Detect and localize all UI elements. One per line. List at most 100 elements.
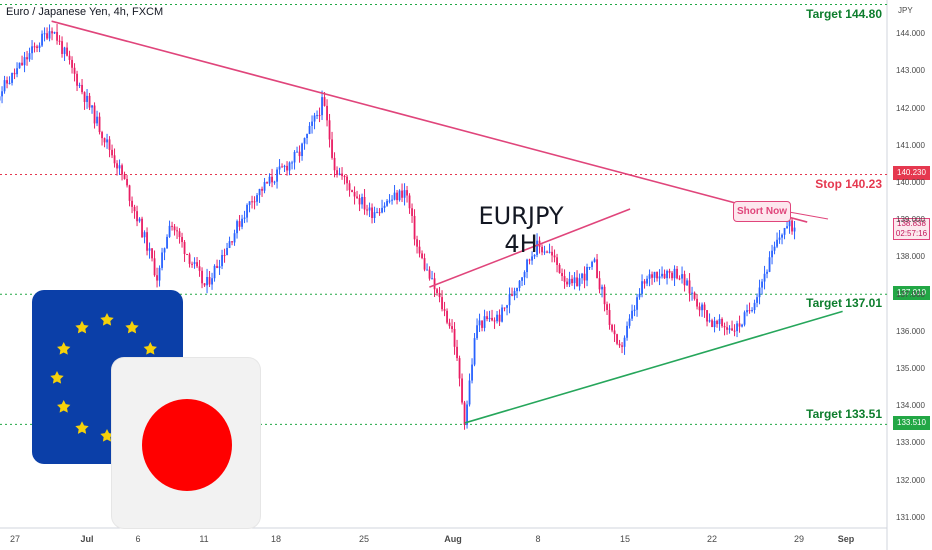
candle-body	[458, 358, 461, 379]
candle-body	[708, 320, 711, 322]
candle-body	[558, 264, 561, 274]
candle-body	[306, 133, 308, 139]
candle-body	[338, 173, 341, 175]
candle-body	[691, 292, 693, 294]
candle-body	[716, 320, 718, 325]
candle-body	[246, 204, 248, 218]
current-price-tag: 138.838 02:57:16	[893, 218, 930, 240]
time-axis-tick: 18	[270, 534, 282, 544]
candle-body	[366, 209, 368, 211]
candle-body	[593, 259, 596, 262]
candle-body	[6, 80, 8, 84]
candle-body	[158, 267, 161, 281]
candle-body	[313, 115, 316, 122]
candle-body	[78, 84, 81, 86]
candle-body	[251, 201, 253, 203]
candle-body	[331, 139, 333, 158]
candle-body	[111, 149, 113, 156]
candle-body	[16, 68, 18, 75]
candle-body	[731, 328, 733, 331]
candle-body	[721, 318, 723, 327]
candle-body	[761, 281, 763, 288]
candle-body	[386, 200, 388, 206]
candle-body	[473, 338, 476, 365]
candle-body	[531, 256, 533, 261]
candle-body	[763, 273, 766, 282]
candle-body	[686, 280, 688, 286]
candle-body	[186, 253, 188, 255]
candle-body	[211, 278, 213, 285]
time-axis-tick: 11	[199, 534, 209, 544]
price-axis-tick: 142.000	[896, 103, 925, 113]
trendline-support[interactable]	[464, 310, 843, 424]
candle-body	[576, 277, 578, 287]
candle-body	[243, 217, 246, 219]
price-axis-tick: 132.000	[896, 475, 925, 485]
candle-body	[633, 309, 636, 311]
trendline-resistance[interactable]	[51, 20, 808, 223]
candle-body	[768, 257, 771, 272]
candle-body	[461, 378, 463, 403]
candle-body	[226, 247, 228, 256]
candle-body	[418, 246, 421, 254]
candle-body	[631, 310, 633, 319]
candle-body	[508, 294, 511, 306]
candle-body	[8, 82, 11, 84]
candle-body	[268, 176, 271, 184]
candle-body	[466, 404, 468, 425]
candle-body	[566, 281, 568, 285]
candle-body	[18, 62, 21, 69]
candle-body	[548, 251, 551, 253]
candle-body	[741, 324, 743, 327]
candle-body	[726, 327, 728, 330]
candle-body	[781, 234, 783, 238]
candle-body	[421, 253, 423, 259]
candle-body	[616, 334, 618, 344]
candle-body	[651, 274, 653, 278]
candle-body	[551, 251, 553, 256]
candle-body	[561, 273, 563, 277]
candle-body	[146, 232, 148, 251]
candle-body	[236, 221, 238, 234]
candle-body	[383, 205, 386, 208]
candle-body	[33, 46, 36, 48]
candle-body	[241, 218, 243, 227]
price-axis-tick: 144.000	[896, 29, 925, 39]
candle-body	[521, 277, 523, 281]
candle-body	[191, 263, 193, 265]
candle-body	[343, 176, 346, 178]
candle-body	[733, 330, 736, 332]
candle-body	[626, 325, 628, 338]
candle-body	[216, 265, 218, 269]
candle-body	[451, 326, 453, 329]
trendline-channel-upper[interactable]	[429, 208, 631, 288]
candle-body	[276, 169, 278, 182]
candle-body	[683, 274, 686, 286]
candle-body	[163, 248, 166, 253]
chart-symbol-title: Euro / Japanese Yen, 4h, FXCM	[6, 6, 164, 18]
candle-body	[496, 314, 498, 322]
candle-body	[771, 250, 773, 258]
candle-body	[178, 231, 181, 238]
price-axis-tick: 136.000	[896, 326, 925, 336]
candle-body	[408, 195, 411, 209]
candle-body	[96, 116, 98, 124]
time-axis-tick: Aug	[444, 534, 462, 544]
candle-body	[661, 273, 663, 277]
candle-body	[263, 182, 266, 191]
level-label-target-144: Target 144.80	[806, 7, 882, 21]
level-label-target-133: Target 133.51	[806, 407, 882, 421]
candle-body	[766, 271, 768, 274]
candle-body	[516, 287, 518, 292]
candle-body	[53, 31, 56, 34]
candle-body	[108, 139, 111, 150]
candle-body	[606, 304, 608, 311]
candle-body	[431, 278, 433, 280]
candle-body	[11, 72, 13, 83]
candle-body	[786, 226, 788, 229]
candle-body	[666, 270, 668, 279]
candle-body	[481, 320, 483, 328]
candle-body	[791, 220, 793, 232]
price-tag-target-137: 137.010	[893, 286, 930, 300]
